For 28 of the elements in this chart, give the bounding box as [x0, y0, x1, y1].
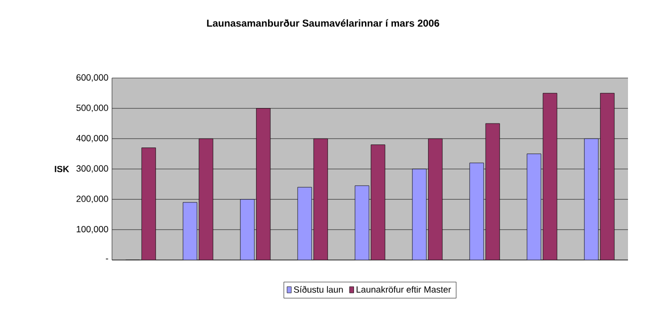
- bar: [485, 123, 500, 260]
- bar: [141, 148, 156, 260]
- bar: [256, 108, 271, 260]
- bar: [412, 168, 427, 260]
- bar: [584, 138, 599, 260]
- bar: [370, 144, 386, 260]
- y-axis-title: ISK: [54, 166, 70, 172]
- y-tick-label: 100,000: [76, 226, 108, 234]
- bar: [428, 138, 443, 260]
- y-tick-label: 400,000: [76, 134, 108, 142]
- y-tick-label: 600,000: [76, 74, 108, 82]
- y-tick-label: 500,000: [76, 104, 108, 112]
- bar: [198, 138, 214, 260]
- y-tick-label: -: [106, 258, 108, 260]
- bar: [542, 92, 558, 260]
- bar: [297, 187, 312, 260]
- legend-label: Launakröfur eftir Master: [356, 286, 451, 293]
- bar: [354, 185, 370, 260]
- y-tick-label: 200,000: [76, 196, 108, 204]
- bar: [313, 138, 328, 260]
- y-tick-label: 300,000: [76, 165, 108, 173]
- legend-label: Síðustu laun: [294, 286, 343, 293]
- chart-title: Launasamanburður Saumavélarinnar í mars 2006: [207, 19, 440, 27]
- bar: [469, 162, 484, 260]
- bar: [600, 92, 615, 260]
- bar: [526, 154, 542, 260]
- bar: [240, 199, 255, 260]
- bar: [182, 202, 198, 260]
